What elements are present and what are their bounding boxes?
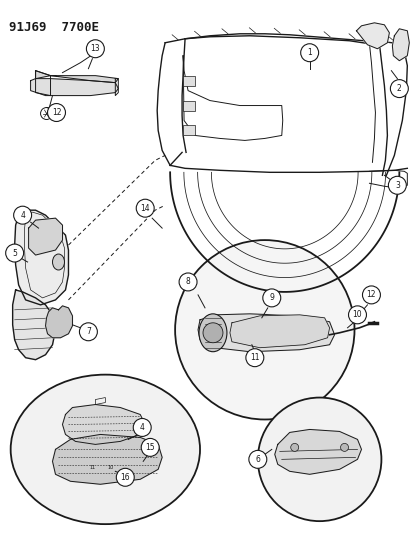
Polygon shape bbox=[197, 314, 334, 352]
Text: 16: 16 bbox=[120, 473, 130, 482]
Circle shape bbox=[262, 289, 280, 307]
Bar bbox=[183, 125, 195, 135]
Text: 8: 8 bbox=[185, 278, 190, 286]
Circle shape bbox=[290, 443, 298, 451]
Text: 12: 12 bbox=[52, 108, 61, 117]
Text: 1: 1 bbox=[306, 48, 311, 57]
Polygon shape bbox=[45, 306, 72, 338]
Circle shape bbox=[179, 273, 197, 291]
Circle shape bbox=[133, 418, 151, 437]
Text: 2: 2 bbox=[396, 84, 401, 93]
Text: 4: 4 bbox=[20, 211, 25, 220]
Circle shape bbox=[141, 439, 159, 456]
Circle shape bbox=[245, 349, 263, 367]
Circle shape bbox=[340, 443, 348, 451]
Circle shape bbox=[14, 206, 31, 224]
Circle shape bbox=[300, 44, 318, 62]
Ellipse shape bbox=[199, 314, 226, 352]
Text: 5: 5 bbox=[12, 248, 17, 257]
Circle shape bbox=[387, 176, 405, 194]
Text: 11: 11 bbox=[249, 353, 259, 362]
Circle shape bbox=[47, 103, 65, 122]
Text: 10: 10 bbox=[352, 310, 361, 319]
Polygon shape bbox=[14, 210, 68, 305]
Polygon shape bbox=[229, 315, 329, 348]
Circle shape bbox=[248, 450, 266, 469]
Text: 15: 15 bbox=[145, 443, 154, 452]
Polygon shape bbox=[28, 218, 62, 255]
Ellipse shape bbox=[52, 254, 64, 270]
Polygon shape bbox=[36, 71, 118, 83]
Circle shape bbox=[40, 108, 52, 119]
Text: 3: 3 bbox=[394, 181, 399, 190]
Text: 13: 13 bbox=[90, 44, 100, 53]
Polygon shape bbox=[13, 290, 55, 360]
Text: 7: 7 bbox=[86, 327, 90, 336]
Text: 11: 11 bbox=[89, 465, 95, 470]
Polygon shape bbox=[392, 29, 408, 61]
Circle shape bbox=[116, 469, 134, 486]
Bar bbox=[183, 101, 195, 110]
Polygon shape bbox=[274, 430, 361, 474]
Circle shape bbox=[389, 79, 407, 98]
Text: 6: 6 bbox=[255, 455, 260, 464]
Text: 12: 12 bbox=[366, 290, 375, 300]
Polygon shape bbox=[31, 79, 118, 95]
Text: 9: 9 bbox=[269, 293, 273, 302]
Circle shape bbox=[175, 240, 354, 419]
Text: 91J69  7700E: 91J69 7700E bbox=[9, 21, 98, 34]
Circle shape bbox=[79, 323, 97, 341]
Circle shape bbox=[348, 306, 366, 324]
Circle shape bbox=[136, 199, 154, 217]
Polygon shape bbox=[52, 434, 162, 484]
Bar bbox=[183, 76, 195, 86]
Circle shape bbox=[362, 286, 380, 304]
Circle shape bbox=[202, 323, 223, 343]
Circle shape bbox=[86, 40, 104, 58]
Text: 10: 10 bbox=[107, 465, 113, 470]
Circle shape bbox=[257, 398, 380, 521]
Polygon shape bbox=[62, 405, 145, 445]
Circle shape bbox=[6, 244, 24, 262]
Text: 4: 4 bbox=[140, 423, 144, 432]
Polygon shape bbox=[356, 23, 389, 49]
Ellipse shape bbox=[11, 375, 199, 524]
Text: 14: 14 bbox=[140, 204, 150, 213]
